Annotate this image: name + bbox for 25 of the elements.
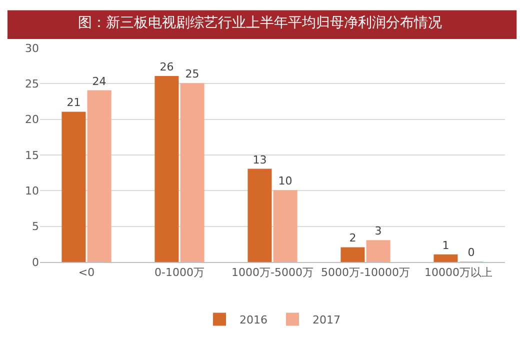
y-tick-label: 30 [25, 42, 39, 55]
y-tick-label: 15 [25, 148, 39, 162]
legend-label: 2016 [240, 314, 268, 327]
x-tick-label: 0-1000万 [154, 266, 204, 280]
data-label: 10 [278, 174, 292, 188]
data-label: 24 [92, 74, 106, 88]
data-label: 1 [442, 238, 450, 252]
y-tick-label: 25 [25, 78, 39, 91]
y-tick-label: 20 [25, 113, 39, 126]
chart-title: 图：新三板电视剧综艺行业上半年平均归母净利润分布情况 [78, 14, 442, 31]
data-label: 3 [374, 224, 382, 238]
data-label: 2 [349, 232, 356, 245]
y-tick-label: 0 [32, 256, 39, 269]
y-tick-label: 5 [32, 220, 39, 234]
x-tick-label: 5000万-10000万 [321, 266, 410, 280]
data-label: 25 [185, 68, 200, 81]
legend-label: 2017 [312, 314, 340, 327]
data-label: 0 [468, 246, 475, 259]
x-tick-label: 1000万-5000万 [232, 266, 314, 280]
data-label: 21 [66, 96, 81, 110]
data-label: 13 [252, 153, 267, 166]
y-tick-label: 10 [25, 184, 39, 198]
data-label: 26 [160, 60, 174, 74]
x-tick-label: <0 [78, 266, 95, 280]
x-tick-label: 10000万以上 [424, 266, 492, 280]
